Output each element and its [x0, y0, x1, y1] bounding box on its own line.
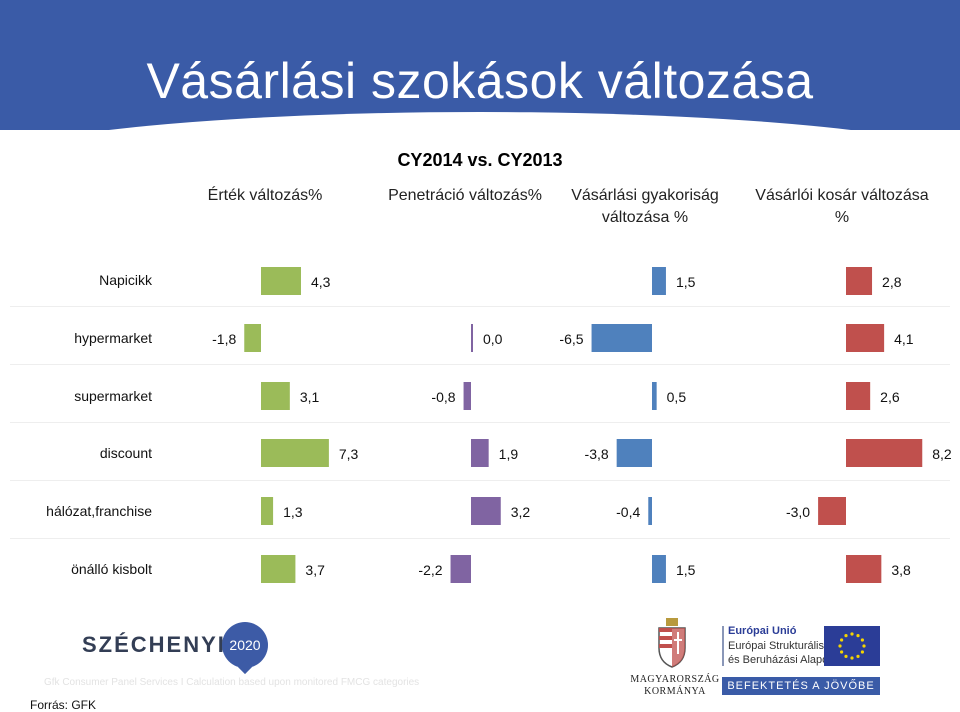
label-kosar-3: 8,2	[932, 446, 952, 462]
bar-ertek-3	[261, 439, 329, 467]
label-gyakorisag-0: 1,5	[676, 274, 696, 290]
government-label: MAGYARORSZÁG KORMÁNYA	[630, 674, 720, 697]
eu-slogan-band: BEFEKTETÉS A JÖVŐBE	[722, 677, 880, 695]
bar-penetracio-5	[450, 555, 471, 583]
row-divider	[10, 422, 950, 423]
bar-gyakorisag-2	[652, 382, 657, 410]
bar-gyakorisag-1	[591, 324, 652, 352]
label-ertek-4: 1,3	[283, 504, 303, 520]
row-label-onallo: önálló kisbolt	[71, 561, 152, 577]
bar-gyakorisag-3	[616, 439, 652, 467]
row-label-napicikk: Napicikk	[99, 272, 152, 288]
bar-kosar-3	[846, 439, 923, 467]
bar-kosar-5	[846, 555, 882, 583]
bar-ertek-4	[261, 497, 274, 525]
label-penetracio-5: -2,2	[418, 562, 442, 578]
eu-divider	[722, 626, 724, 666]
bar-gyakorisag-4	[648, 497, 652, 525]
bar-ertek-0	[261, 267, 301, 295]
label-ertek-5: 3,7	[305, 562, 325, 578]
label-ertek-2: 3,1	[300, 389, 320, 405]
eu-subtitle-1: Európai Strukturális	[728, 640, 824, 652]
header-ertek: Érték változás%	[207, 187, 323, 204]
bar-ertek-5	[261, 555, 296, 583]
label-penetracio-1: 0,0	[483, 331, 503, 347]
row-divider	[10, 538, 950, 539]
row-divider	[10, 364, 950, 365]
bar-penetracio-1	[471, 324, 473, 352]
row-label-hypermarket: hypermarket	[74, 330, 152, 346]
bar-penetracio-4	[471, 497, 501, 525]
label-penetracio-2: -0,8	[431, 389, 455, 405]
bar-kosar-2	[846, 382, 871, 410]
label-kosar-5: 3,8	[891, 562, 911, 578]
bar-gyakorisag-5	[652, 555, 666, 583]
label-ertek-0: 4,3	[311, 274, 331, 290]
row-label-halozat: hálózat,franchise	[46, 503, 152, 519]
label-gyakorisag-5: 1,5	[676, 562, 696, 578]
label-ertek-1: -1,8	[212, 331, 236, 347]
eu-flag-icon	[824, 626, 880, 666]
eu-subtitle-2: és Beruházási Alapok	[728, 654, 834, 666]
bar-kosar-4	[818, 497, 846, 525]
title-band	[0, 0, 960, 130]
coat-of-arms-icon	[658, 618, 686, 668]
label-penetracio-4: 3,2	[511, 504, 531, 520]
label-kosar-1: 4,1	[894, 331, 914, 347]
label-ertek-3: 7,3	[339, 446, 359, 462]
source-note: Forrás: GFK	[30, 698, 97, 712]
szechenyi-logo: SZÉCHENYI 2020	[82, 622, 272, 682]
bar-ertek-1	[244, 324, 261, 352]
chart-subtitle: CY2014 vs. CY2013	[397, 150, 563, 170]
label-gyakorisag-2: 0,5	[667, 389, 687, 405]
row-divider	[10, 480, 950, 481]
eu-title: Európai Unió	[728, 625, 797, 637]
szechenyi-2020-badge: 2020	[222, 622, 268, 668]
header-kosar: Vásárlói kosár változása %	[755, 187, 929, 226]
slide-title: Vásárlási szokások változása	[146, 53, 814, 109]
label-kosar-4: -3,0	[786, 504, 810, 520]
row-label-supermarket: supermarket	[74, 388, 152, 404]
label-gyakorisag-4: -0,4	[616, 504, 640, 520]
bar-kosar-1	[846, 324, 885, 352]
header-penetracio: Penetráció változás%	[388, 187, 542, 204]
row-label-discount: discount	[99, 445, 152, 461]
label-gyakorisag-3: -3,8	[585, 446, 609, 462]
bar-ertek-2	[261, 382, 290, 410]
bar-penetracio-2	[463, 382, 471, 410]
label-gyakorisag-1: -6,5	[559, 331, 583, 347]
bar-penetracio-3	[471, 439, 489, 467]
label-kosar-2: 2,6	[880, 389, 900, 405]
row-divider	[10, 306, 950, 307]
label-penetracio-3: 1,9	[499, 446, 519, 462]
szechenyi-wordmark: SZÉCHENYI	[82, 632, 226, 657]
methodology-note: Gfk Consumer Panel Services I Calculatio…	[44, 677, 420, 688]
header-gyakorisag: Vásárlási gyakoriság változása %	[571, 187, 719, 226]
label-kosar-0: 2,8	[882, 274, 902, 290]
bar-kosar-0	[846, 267, 873, 295]
bar-gyakorisag-0	[652, 267, 666, 295]
